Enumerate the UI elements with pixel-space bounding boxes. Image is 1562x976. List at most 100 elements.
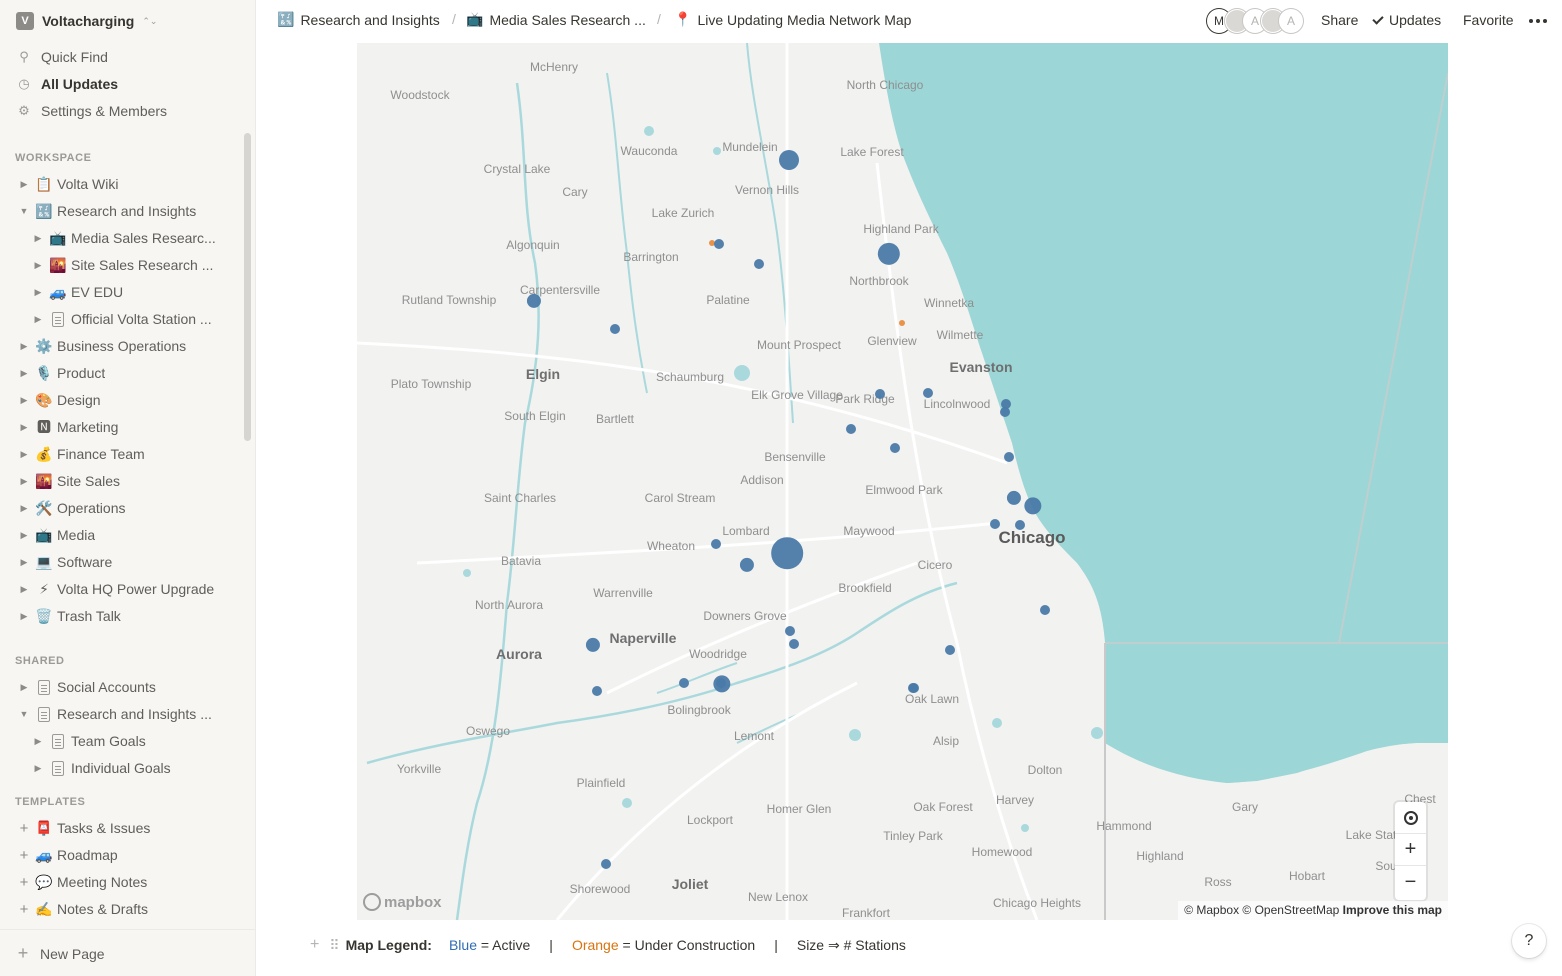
more-options-icon[interactable] [1529,19,1547,23]
station-marker[interactable] [739,557,755,573]
station-marker[interactable] [945,645,955,655]
plus-icon[interactable]: + [19,846,29,864]
triangle-right-icon[interactable]: ▶ [20,178,28,189]
sidebar-item[interactable]: ▶ 🌇 Site Sales [0,469,240,493]
station-marker[interactable] [846,424,856,434]
triangle-right-icon[interactable]: ▶ [20,583,28,594]
sidebar-item[interactable]: ▶ 💰 Finance Team [0,442,240,466]
zoom-in-button[interactable]: + [1395,834,1426,866]
station-marker[interactable] [1000,407,1010,417]
triangle-right-icon[interactable]: ▶ [34,286,42,297]
triangle-right-icon[interactable]: ▶ [34,313,42,324]
sidebar-item[interactable]: + 💬 Meeting Notes [0,870,240,894]
help-button[interactable]: ? [1512,924,1546,958]
station-marker[interactable] [909,683,919,693]
station-marker[interactable] [585,637,601,653]
station-marker[interactable] [1004,452,1014,462]
sidebar-item[interactable]: ▶ 🗑️ Trash Talk [0,604,240,628]
sidebar-item[interactable]: ▶ 💻 Software [0,550,240,574]
quick-find[interactable]: ⚲ Quick Find [16,46,108,68]
station-marker[interactable] [779,150,799,170]
station-marker[interactable] [990,519,1000,529]
triangle-right-icon[interactable]: ▶ [20,394,28,405]
station-marker[interactable] [1040,605,1050,615]
add-block-icon[interactable]: + [310,936,320,953]
station-marker[interactable] [709,240,715,246]
triangle-down-icon[interactable]: ▼ [19,709,29,719]
sidebar-item[interactable]: ▼ 🔣 Research and Insights [0,199,240,223]
plus-icon[interactable]: + [19,900,29,918]
station-marker[interactable] [1024,497,1042,515]
station-marker[interactable] [714,239,724,249]
workspace-switcher[interactable]: V Voltacharging ⌃⌄ [16,11,157,31]
mapbox-logo[interactable]: mapbox [363,893,442,911]
station-marker[interactable] [610,324,620,334]
sidebar-item[interactable]: + ✍️ Notes & Drafts [0,897,240,921]
sidebar-item[interactable]: + 🚙 Roadmap [0,843,240,867]
station-marker[interactable] [754,259,764,269]
plus-icon[interactable]: + [19,819,29,837]
new-page-button[interactable]: + New Page [16,943,105,964]
plus-icon[interactable]: + [19,873,29,891]
breadcrumb-media-sales[interactable]: 📺 Media Sales Research ... [466,11,646,28]
station-marker[interactable] [771,537,803,569]
triangle-right-icon[interactable]: ▶ [20,448,28,459]
sidebar-item[interactable]: ▶ Social Accounts [0,675,240,699]
triangle-right-icon[interactable]: ▶ [20,681,28,692]
triangle-right-icon[interactable]: ▶ [34,762,42,773]
station-marker[interactable] [899,320,905,326]
sidebar-item[interactable]: + 📮 Tasks & Issues [0,816,240,840]
sidebar-item[interactable]: ▶ ⚙️ Business Operations [0,334,240,358]
triangle-right-icon[interactable]: ▶ [20,529,28,540]
improve-map-link[interactable]: Improve this map [1342,903,1442,917]
triangle-right-icon[interactable]: ▶ [20,340,28,351]
sidebar-item[interactable]: ▶ 🎙️ Product [0,361,240,385]
sidebar-item[interactable]: ▼ Research and Insights ... [0,702,240,726]
sidebar-item[interactable]: ▶ Team Goals [0,729,240,753]
station-marker[interactable] [923,388,933,398]
sidebar-scrollbar[interactable] [244,133,251,441]
station-marker[interactable] [713,675,731,693]
station-marker[interactable] [875,389,885,399]
station-marker[interactable] [1015,520,1025,530]
station-marker[interactable] [601,859,611,869]
sidebar-item[interactable]: ▶ 🅽 Marketing [0,415,240,439]
sidebar-item[interactable]: ▶ 🎨 Design [0,388,240,412]
sidebar-item[interactable]: ▶ 📺 Media Sales Researc... [0,226,240,250]
station-marker[interactable] [785,626,795,636]
network-map[interactable]: McHenry North Chicago Woodstock Mundelein La… [357,43,1448,920]
settings-members[interactable]: ⚙ Settings & Members [16,100,167,122]
sidebar-item[interactable]: ▶ Individual Goals [0,756,240,780]
triangle-down-icon[interactable]: ▼ [19,206,29,216]
station-marker[interactable] [526,293,542,309]
triangle-right-icon[interactable]: ▶ [20,421,28,432]
triangle-right-icon[interactable]: ▶ [20,367,28,378]
sidebar-item[interactable]: ▶ 📺 Media [0,523,240,547]
station-marker[interactable] [1006,490,1022,506]
zoom-out-button[interactable]: − [1395,866,1426,898]
all-updates[interactable]: ◷ All Updates [16,73,118,95]
triangle-right-icon[interactable]: ▶ [20,556,28,567]
sidebar-item[interactable]: ▶ Official Volta Station ... [0,307,240,331]
triangle-right-icon[interactable]: ▶ [20,475,28,486]
sidebar-item[interactable]: ▶ 📋 Volta Wiki [0,172,240,196]
triangle-right-icon[interactable]: ▶ [34,735,42,746]
station-marker[interactable] [789,639,799,649]
triangle-right-icon[interactable]: ▶ [34,259,42,270]
sidebar-item[interactable]: ▶ 🌇 Site Sales Research ... [0,253,240,277]
geolocate-button[interactable] [1395,802,1426,834]
attribution-text[interactable]: © Mapbox © OpenStreetMap [1184,903,1340,917]
breadcrumb-current-page[interactable]: 📍 Live Updating Media Network Map [674,11,911,28]
station-marker[interactable] [890,443,900,453]
breadcrumb-research[interactable]: 🔣 Research and Insights [277,11,440,28]
sidebar-item[interactable]: ▶ 🛠️ Operations [0,496,240,520]
station-marker[interactable] [1001,399,1011,409]
station-marker[interactable] [679,678,689,688]
drag-handle-icon[interactable]: ⠿ [329,936,339,953]
triangle-right-icon[interactable]: ▶ [20,502,28,513]
sidebar-item[interactable]: ▶ 🚙 EV EDU [0,280,240,304]
station-marker[interactable] [711,539,721,549]
collaborator-avatars[interactable]: M A A [1207,9,1303,33]
updates-button[interactable]: Updates [1372,12,1441,28]
favorite-button[interactable]: Favorite [1463,12,1514,28]
